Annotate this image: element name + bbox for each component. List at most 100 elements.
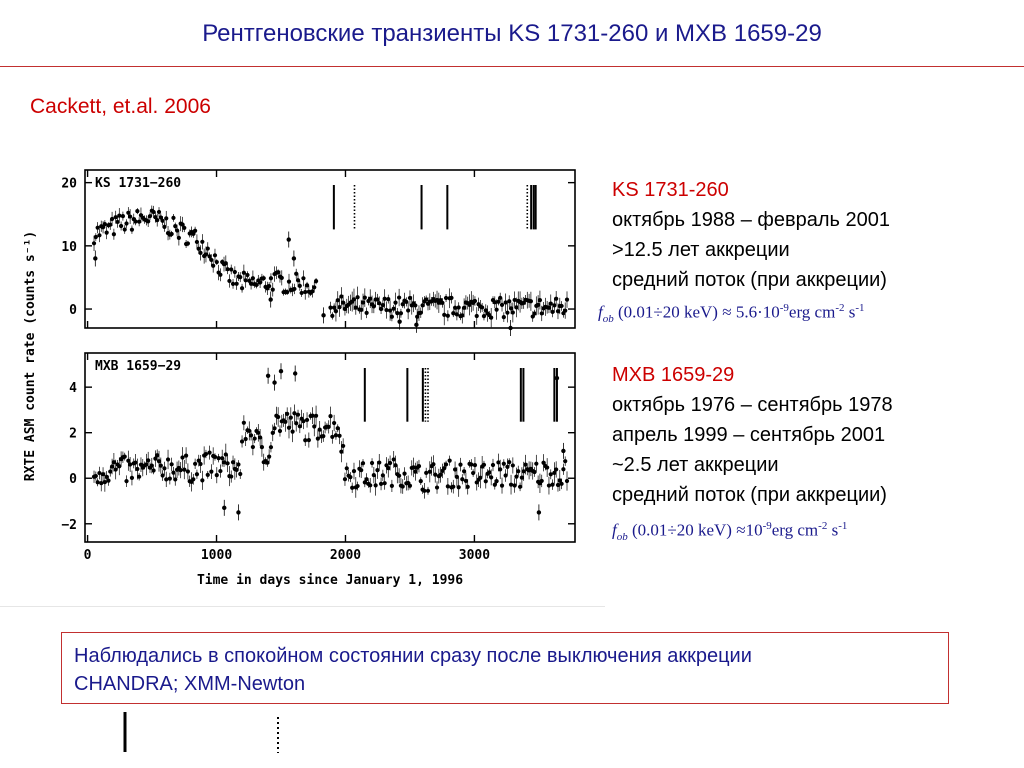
data-point (351, 468, 357, 474)
data-point (256, 430, 261, 435)
data-point (222, 505, 227, 511)
data-point (355, 483, 360, 489)
x-tick-label: 0 (84, 548, 92, 563)
data-point (454, 474, 459, 479)
data-point (480, 305, 485, 310)
data-point (498, 467, 503, 472)
data-point (386, 296, 391, 302)
data-point (230, 281, 236, 286)
flux-formula-mxb1659: fob (0.01÷20 keV) ≈10-9erg cm-2 s-1 (612, 520, 847, 543)
data-point (397, 295, 402, 300)
page-title: Рентгеновские транзиенты KS 1731-260 и M… (202, 20, 822, 47)
data-point (335, 298, 340, 303)
data-point (109, 216, 115, 222)
x-axis-label: Time in days since January 1, 1996 (197, 573, 463, 588)
data-point (135, 466, 140, 472)
data-point (239, 439, 245, 444)
data-point (178, 468, 183, 473)
data-point (393, 300, 398, 305)
data-point (250, 276, 255, 281)
data-point (317, 427, 322, 432)
data-point (536, 510, 542, 515)
data-point (460, 477, 465, 482)
panel-1: −2 0 2 4 MXB 1659−29 (61, 352, 576, 543)
data-point (413, 303, 418, 308)
data-point (364, 310, 369, 315)
data-point (564, 478, 570, 484)
data-point (360, 461, 366, 466)
data-point (523, 462, 528, 467)
formula-unit2-exp: -1 (855, 302, 865, 314)
panel-frame (84, 352, 576, 543)
formula-unit: erg cm (771, 520, 819, 540)
data-point (359, 468, 364, 473)
data-point (344, 466, 349, 471)
formula-unit: erg cm (788, 302, 836, 322)
data-point (230, 460, 236, 465)
data-point (342, 477, 348, 482)
source-line: средний поток (при аккреции) (612, 484, 887, 506)
data-point (297, 283, 302, 288)
data-point (104, 230, 109, 235)
data-point (422, 488, 427, 493)
data-point (508, 325, 513, 331)
data-point (254, 282, 259, 287)
data-point (414, 322, 419, 328)
data-point (295, 412, 301, 417)
data-point (490, 462, 496, 468)
data-point (191, 477, 196, 482)
data-point (438, 472, 443, 477)
data-point (407, 295, 413, 301)
data-point (442, 466, 447, 471)
data-point (156, 459, 162, 464)
data-point (122, 227, 127, 232)
data-point (418, 310, 423, 315)
data-point (268, 297, 273, 302)
data-point (180, 455, 185, 460)
source-line: октябрь 1988 – февраль 2001 (612, 209, 890, 231)
data-point (193, 461, 198, 466)
source-mxb1659: MXB 1659-29 октябрь 1976 – сентябрь 1978… (612, 360, 893, 510)
data-point (330, 313, 335, 319)
data-point (501, 315, 506, 320)
data-point (377, 301, 382, 306)
data-point (133, 219, 138, 224)
data-point (97, 233, 102, 238)
data-point (290, 429, 295, 434)
data-point (108, 469, 113, 474)
data-point (505, 464, 510, 469)
data-point (261, 276, 266, 281)
data-point (431, 462, 436, 467)
data-point (541, 460, 546, 465)
data-point (133, 460, 138, 465)
data-point (424, 297, 429, 302)
data-point (521, 300, 526, 306)
data-point (129, 227, 135, 232)
data-point (332, 305, 337, 310)
source-ks1731: KS 1731-260 октябрь 1988 – февраль 2001 … (612, 175, 890, 295)
data-point (100, 472, 106, 477)
data-point (478, 475, 483, 480)
data-point (234, 281, 239, 286)
data-point (532, 469, 537, 475)
data-point (425, 488, 431, 493)
data-point (198, 250, 203, 255)
data-point (126, 458, 131, 463)
data-point (164, 477, 169, 482)
data-point (248, 433, 254, 438)
data-point (545, 465, 550, 470)
data-point (258, 280, 263, 285)
formula-value: 10 (745, 520, 763, 540)
citation: Cackett, et.al. 2006 (30, 95, 211, 118)
panel-name: KS 1731−260 (95, 176, 181, 191)
data-point (151, 209, 156, 215)
data-point (411, 465, 416, 470)
y-tick-label: 0 (69, 303, 77, 318)
data-point (301, 276, 306, 281)
data-point (144, 462, 149, 467)
data-point (151, 468, 156, 473)
data-point (310, 413, 315, 418)
data-point (517, 484, 523, 489)
data-point (292, 411, 297, 416)
data-point (463, 478, 469, 484)
